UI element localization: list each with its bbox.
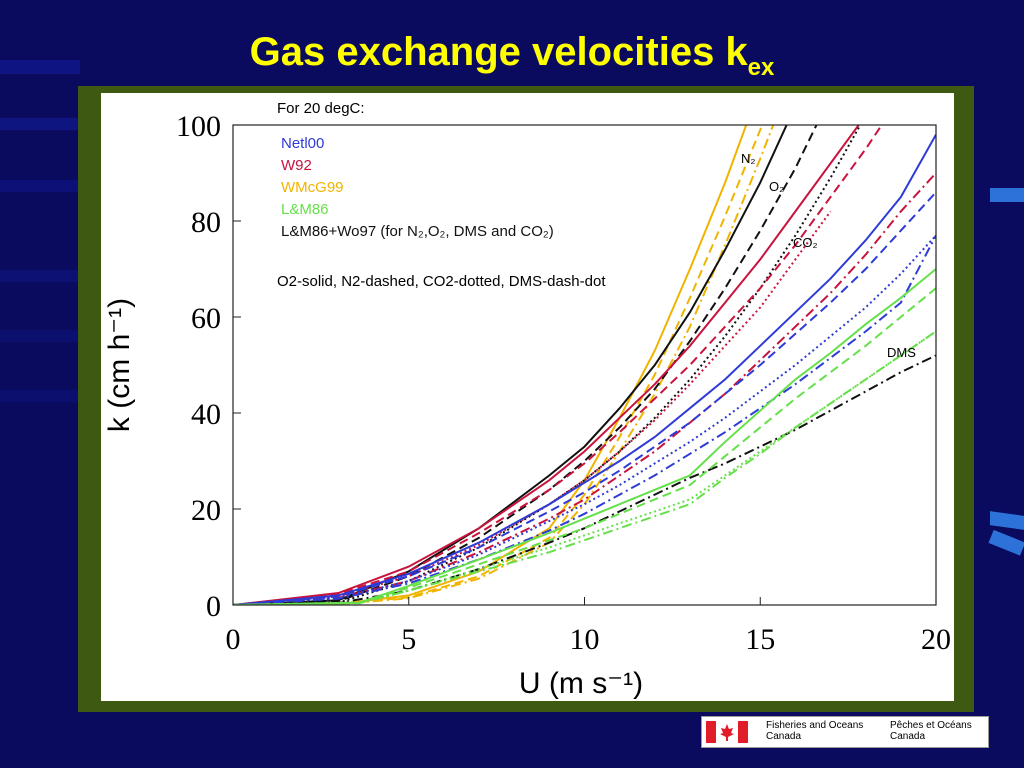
logo-en-line2: Canada	[766, 731, 802, 742]
x-tick-label-3: 15	[745, 623, 775, 656]
series-line-5	[233, 125, 862, 605]
series-line-17	[233, 330, 936, 605]
logo-fr-line2: Canada	[890, 731, 926, 742]
line-style-note: O2-solid, N2-dashed, CO2-dotted, DMS-das…	[277, 273, 606, 290]
series-line-3	[233, 125, 788, 605]
curve-label-2: CO₂	[793, 235, 818, 250]
series-line-10	[233, 172, 936, 605]
y-tick-label-3: 60	[191, 302, 221, 335]
y-tick-label-4: 80	[191, 206, 221, 239]
x-tick-label-4: 20	[921, 623, 951, 656]
legend-entry-2: WMcG99	[281, 179, 344, 196]
series-line-1	[233, 125, 764, 605]
logo-text-french: Pêches et Océans Canada	[890, 720, 990, 742]
canada-flag-icon	[706, 721, 748, 743]
dfo-logo: Fisheries and Oceans Canada Pêches et Oc…	[701, 716, 989, 748]
chart: 0 5 10 15 20 0 20 40 60 80 100 For 20 degC: U (m s…	[101, 93, 954, 701]
slide-title-text: Gas exchange velocities k	[249, 30, 748, 74]
logo-text-english: Fisheries and Oceans Canada	[766, 720, 876, 742]
y-axis-label: k (cm h⁻¹)	[103, 298, 136, 432]
chart-header: For 20 degC:	[277, 100, 365, 117]
series-line-9	[233, 210, 832, 605]
legend-entry-4: L&M86+Wo97 (for N₂,O₂, DMS and CO₂)	[281, 223, 554, 240]
logo-fr-line1: Pêches et Océans	[890, 720, 972, 731]
series-line-14	[233, 234, 936, 605]
series-line-6	[233, 354, 936, 605]
series-line-8	[233, 125, 883, 605]
series-line-12	[233, 191, 936, 605]
curve-label-3: DMS	[887, 345, 916, 360]
curve-label-0: N₂	[741, 151, 755, 166]
x-tick-label-1: 5	[401, 623, 416, 656]
slide-title-subscript: ex	[747, 54, 775, 81]
series-line-15	[233, 268, 936, 605]
legend-entry-1: W92	[281, 157, 312, 174]
series-line-2	[233, 125, 775, 605]
x-tick-label-0: 0	[226, 623, 241, 656]
slide-title: Gas exchange velocities kex	[0, 30, 1024, 82]
y-tick-label-0: 0	[206, 590, 221, 623]
series-line-13	[233, 234, 936, 605]
legend-entry-3: L&M86	[281, 201, 329, 218]
curve-label-1: O₂	[769, 179, 784, 194]
y-tick-label-5: 100	[176, 110, 221, 143]
series-line-4	[233, 125, 818, 605]
y-tick-label-1: 20	[191, 494, 221, 527]
series-line-18	[233, 330, 936, 605]
x-axis-label: U (m s⁻¹)	[519, 667, 643, 700]
series-line-16	[233, 287, 936, 605]
series-line-0	[233, 125, 748, 605]
logo-en-line1: Fisheries and Oceans	[766, 720, 864, 731]
y-tick-label-2: 40	[191, 398, 221, 431]
series-line-7	[233, 125, 860, 605]
legend-entry-0: Netl00	[281, 135, 324, 152]
series-line-11	[233, 134, 936, 605]
x-tick-label-2: 10	[570, 623, 600, 656]
